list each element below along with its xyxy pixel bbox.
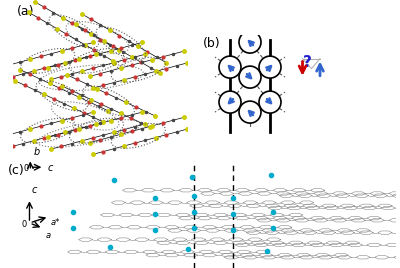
Text: b: b: [34, 147, 40, 157]
Text: 0: 0: [23, 165, 28, 173]
Circle shape: [239, 66, 261, 88]
Circle shape: [239, 101, 261, 123]
Circle shape: [239, 31, 261, 53]
Text: (b): (b): [202, 37, 220, 50]
Text: (a): (a): [16, 5, 34, 18]
Circle shape: [219, 56, 241, 78]
Text: (c): (c): [8, 164, 25, 177]
Text: ?: ?: [303, 55, 312, 70]
Circle shape: [259, 91, 281, 113]
Circle shape: [259, 56, 281, 78]
Text: 0: 0: [22, 219, 27, 229]
Text: c: c: [48, 163, 53, 173]
Text: c: c: [32, 185, 37, 195]
Text: a*: a*: [51, 218, 60, 227]
Circle shape: [219, 91, 241, 113]
Text: a: a: [45, 231, 50, 240]
